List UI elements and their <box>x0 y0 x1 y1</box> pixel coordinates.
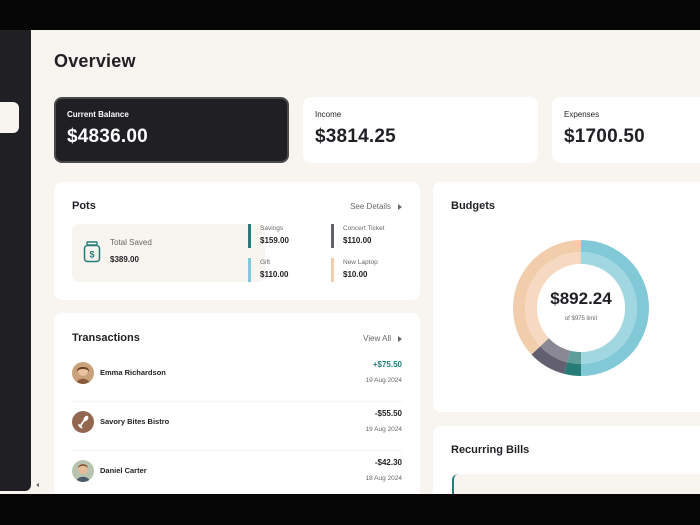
budget-spent-value: $892.24 <box>550 289 612 308</box>
total-saved-label: Total Saved <box>110 238 152 247</box>
app-window: Overview Current Balance $4836.00 Income… <box>0 30 700 494</box>
bill-row[interactable] <box>452 474 700 494</box>
current-balance-label: Current Balance <box>67 110 129 119</box>
expenses-card: Expenses $1700.50 <box>552 97 700 163</box>
svg-text:$: $ <box>89 250 94 260</box>
sidebar-item-overview[interactable] <box>0 102 19 133</box>
pot-name: Gift <box>260 259 271 266</box>
transactions-view-all-link[interactable]: View All <box>363 334 402 343</box>
income-card: Income $3814.25 <box>303 97 538 163</box>
pot-item-concert-ticket: Concert Ticket $110.00 <box>331 224 401 248</box>
pots-title: Pots <box>72 200 96 212</box>
pot-item-gift: Gift $110.00 <box>248 258 318 282</box>
see-details-label: See Details <box>350 202 391 211</box>
page-title: Overview <box>54 51 136 71</box>
transaction-name: Emma Richardson <box>100 368 166 377</box>
person-avatar <box>72 460 94 482</box>
expenses-value: $1700.50 <box>564 126 645 147</box>
caret-right-icon <box>398 203 402 210</box>
transaction-row[interactable]: Emma Richardson +$75.50 19 Aug 2024 <box>72 353 402 401</box>
transaction-amount: +$75.50 <box>372 360 402 369</box>
total-saved-value: $389.00 <box>110 255 139 264</box>
row-divider <box>72 450 402 451</box>
transaction-row[interactable]: Savory Bites Bistro -$55.50 19 Aug 2024 <box>72 402 402 450</box>
letterbox-top <box>0 0 700 30</box>
transaction-date: 19 Aug 2024 <box>365 426 402 433</box>
pot-amount: $110.00 <box>343 236 372 245</box>
transaction-amount: -$55.50 <box>374 409 402 418</box>
pot-name: Savings <box>260 225 284 232</box>
pot-item-savings: Savings $159.00 <box>248 224 318 248</box>
pot-amount: $10.00 <box>343 270 368 279</box>
transactions-title: Transactions <box>72 332 140 344</box>
pots-card: Pots See Details $ Total Saved $389.00 S… <box>54 182 420 300</box>
total-saved-box: $ Total Saved $389.00 <box>72 224 265 282</box>
income-label: Income <box>315 110 342 119</box>
transaction-amount: -$42.30 <box>374 458 402 467</box>
pot-item-new-laptop: New Laptop $10.00 <box>331 258 401 282</box>
pot-name: New Laptop <box>343 259 378 266</box>
transaction-name: Daniel Carter <box>100 466 147 475</box>
caret-right-icon <box>398 335 402 342</box>
scroll-left-icon[interactable] <box>36 483 39 487</box>
transaction-date: 19 Aug 2024 <box>365 377 402 384</box>
pot-amount: $159.00 <box>260 236 289 245</box>
transaction-date: 18 Aug 2024 <box>365 475 402 482</box>
letterbox-bottom <box>0 494 700 525</box>
view-all-label: View All <box>363 334 391 343</box>
pots-see-details-link[interactable]: See Details <box>350 202 402 211</box>
current-balance-card: Current Balance $4836.00 <box>54 97 289 163</box>
expenses-label: Expenses <box>564 110 600 119</box>
income-value: $3814.25 <box>315 126 396 147</box>
pot-amount: $110.00 <box>260 270 289 279</box>
budgets-title: Budgets <box>451 200 495 212</box>
person-avatar <box>72 362 94 384</box>
sidebar <box>0 30 31 491</box>
transaction-name: Savory Bites Bistro <box>100 417 170 426</box>
jar-icon: $ <box>83 241 101 263</box>
donut-center: $892.24 of $975 limit <box>545 30 617 494</box>
transaction-row[interactable]: Daniel Carter -$42.30 18 Aug 2024 <box>72 451 402 494</box>
row-divider <box>72 401 402 402</box>
budget-limit-text: of $975 limit <box>564 316 598 322</box>
recurring-bills-title: Recurring Bills <box>451 444 530 456</box>
pot-name: Concert Ticket <box>343 225 385 232</box>
restaurant-icon <box>72 411 94 433</box>
transactions-card: Transactions View All Emma Richardson +$… <box>54 313 420 494</box>
current-balance-value: $4836.00 <box>67 126 148 147</box>
